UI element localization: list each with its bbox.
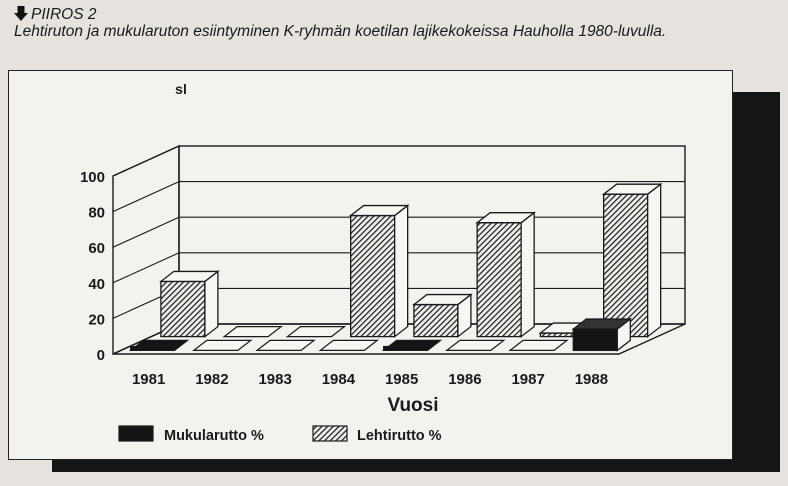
lehtirutto-bar-1984 (348, 204, 410, 338)
lehtirutto-bar-top (475, 212, 537, 224)
y-tick-label: 20 (88, 311, 105, 328)
lehtirutto-bar-base (222, 326, 283, 338)
mukularutto-bar-1982 (192, 339, 253, 351)
down-arrow-icon (14, 6, 28, 21)
chart-svg: 0 20 40 60 80 100 sl 1981 1982 1983 1984 1985 1986 19… (80, 81, 686, 444)
lehtirutto-bar-top (348, 204, 410, 217)
mukularutto-bar-1984 (318, 339, 380, 351)
lehtirutto-bar-side (647, 182, 662, 338)
x-tick-label: 1987 (511, 371, 544, 388)
y-tick-label: 40 (88, 276, 105, 293)
x-tick-label: 1985 (385, 371, 418, 388)
y-tick-label: 60 (88, 240, 105, 257)
lehtirutto-bar-side (204, 270, 219, 338)
mukularutto-bar-front (130, 345, 176, 351)
lehtirutto-bar-top (158, 270, 220, 283)
x-tick-label: 1984 (322, 371, 356, 388)
lehtirutto-bar-top (601, 183, 663, 195)
mukularutto-bar-base (255, 339, 316, 351)
y-tick-label: 80 (88, 205, 105, 222)
figure-caption: PIIROS 2 Lehtiruton ja mukularuton esiin… (14, 6, 754, 40)
floor (112, 323, 686, 355)
y-axis-label: sl (175, 81, 187, 97)
mukularutto-bar-front (572, 328, 618, 352)
gridline-side (112, 252, 180, 284)
lehtirutto-bar-front (603, 193, 649, 338)
x-tick-label: 1982 (195, 371, 228, 388)
x-tick-label: 1981 (132, 371, 165, 388)
mukularutto-bar-1983 (255, 339, 316, 351)
legend: Mukularutto % Lehtirutto % (118, 425, 442, 444)
lehtirutto-bar-top (411, 293, 473, 306)
mukularutto-bar-top (571, 318, 633, 330)
figure-label: PIIROS 2 (31, 6, 97, 23)
legend-swatch-lehtirutto (312, 425, 348, 442)
figure-caption-text: Lehtiruton ja mukularuton esiintyminen K… (14, 23, 667, 40)
lehtirutto-bar-side (520, 211, 535, 338)
lehtirutto-bar-1983 (285, 326, 347, 338)
x-axis-label: Vuosi (387, 395, 438, 416)
mukularutto-bar-1987 (508, 339, 569, 351)
legend-swatch-mukularutto (118, 425, 154, 442)
lehtirutto-bar-1985 (411, 293, 473, 338)
lehtirutto-bar-front (413, 303, 459, 338)
legend-label: Mukularutto % (164, 428, 264, 444)
x-tick-label: 1986 (448, 371, 481, 388)
lehtirutto-bar-front (476, 222, 522, 338)
lehtirutto-bar-front (160, 280, 206, 338)
gridline-side (112, 216, 180, 248)
y-tick-label: 100 (80, 169, 105, 186)
lehtirutto-bar-1982 (222, 326, 283, 338)
mukularutto-bar-1988 (571, 317, 633, 352)
lehtirutto-bar-front (350, 214, 396, 338)
chart-frame: 0 20 40 60 80 100 sl 1981 1982 1983 1984 1985 1986 19… (8, 70, 733, 460)
gridline-side (112, 181, 180, 213)
mukularutto-bar-1981 (128, 339, 190, 351)
mukularutto-bar-1986 (445, 339, 506, 351)
mukularutto-bar-1985 (381, 339, 443, 351)
mukularutto-bar-base (445, 339, 506, 351)
lehtirutto-bar-1986 (475, 211, 537, 338)
lehtirutto-bar-1981 (158, 270, 220, 338)
x-tick-label: 1988 (575, 371, 608, 388)
mukularutto-bar-base (508, 339, 569, 351)
gridline-side (112, 145, 180, 177)
lehtirutto-bar-side (394, 204, 409, 338)
mukularutto-bar-base (192, 339, 253, 351)
mukularutto-bar-base (318, 339, 380, 351)
lehtirutto-bar-1988 (601, 182, 663, 338)
mukularutto-bar-front (383, 345, 429, 351)
legend-label: Lehtirutto % (357, 428, 442, 444)
x-tick-label: 1983 (258, 371, 291, 388)
y-tick-label: 0 (97, 347, 105, 364)
lehtirutto-bar-base (285, 326, 347, 338)
